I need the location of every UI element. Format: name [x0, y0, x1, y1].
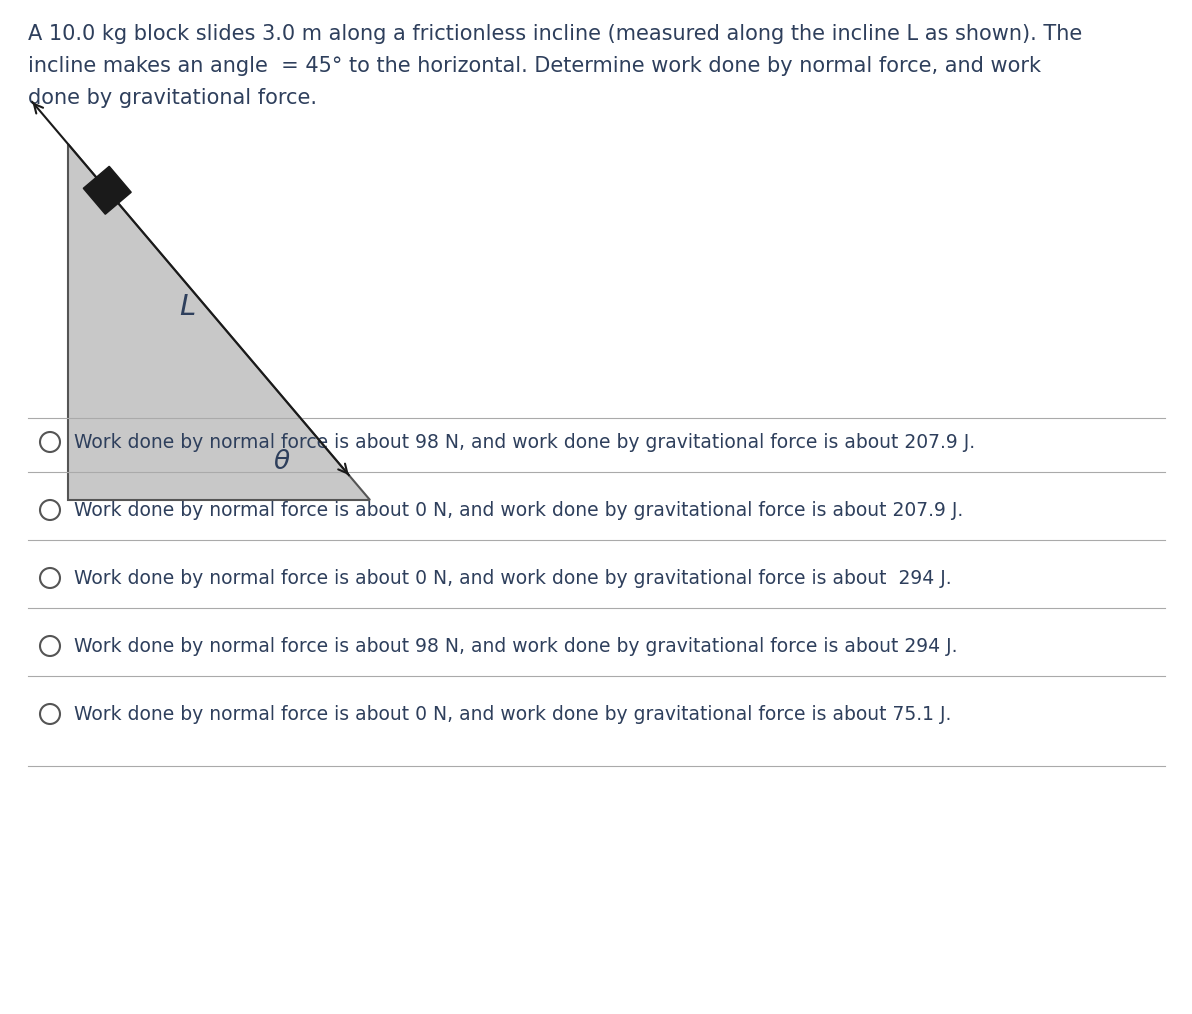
Text: θ: θ	[274, 449, 290, 475]
Text: Work done by normal force is about 98 N, and work done by gravitational force is: Work done by normal force is about 98 N,…	[74, 433, 975, 451]
Text: Work done by normal force is about 98 N, and work done by gravitational force is: Work done by normal force is about 98 N,…	[74, 637, 957, 655]
Text: done by gravitational force.: done by gravitational force.	[27, 88, 317, 108]
Text: incline makes an angle  = 45° to the horizontal. Determine work done by normal f: incline makes an angle = 45° to the hori…	[27, 56, 1041, 76]
Text: L: L	[179, 293, 195, 320]
Polygon shape	[68, 144, 370, 500]
Polygon shape	[83, 166, 131, 214]
Text: Work done by normal force is about 0 N, and work done by gravitational force is : Work done by normal force is about 0 N, …	[74, 705, 951, 724]
Text: A 10.0 kg block slides 3.0 m along a frictionless incline (measured along the in: A 10.0 kg block slides 3.0 m along a fri…	[27, 24, 1082, 44]
Text: Work done by normal force is about 0 N, and work done by gravitational force is : Work done by normal force is about 0 N, …	[74, 569, 951, 587]
Text: Work done by normal force is about 0 N, and work done by gravitational force is : Work done by normal force is about 0 N, …	[74, 501, 963, 519]
